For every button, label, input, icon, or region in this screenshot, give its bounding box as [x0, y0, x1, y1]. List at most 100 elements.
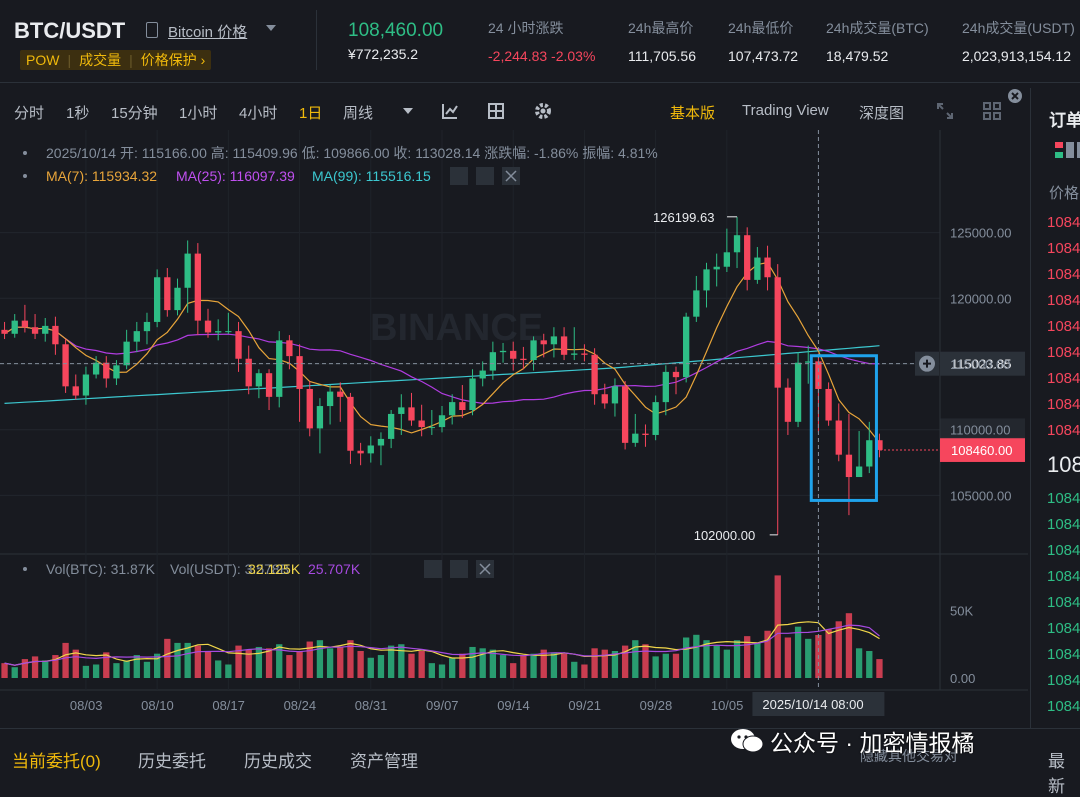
tab-open-orders[interactable]: 当前委托(0) [12, 752, 101, 771]
ma25-legend: MA(25): 116097.39 [176, 168, 295, 184]
tab-order-history[interactable]: 历史委托 [138, 752, 206, 771]
interval-1h[interactable]: 1小时 [179, 105, 218, 122]
volume-bar [164, 638, 171, 678]
ask-price[interactable]: 108472 [1047, 266, 1080, 283]
candle-body [774, 277, 781, 388]
chevron-down-icon[interactable] [266, 25, 276, 31]
watermark-text: 公众号 · 加密情报橘 [770, 730, 975, 756]
tag-price-protection[interactable]: 价格保护 › [140, 52, 206, 68]
settings-icon[interactable] [450, 560, 468, 578]
bid-price[interactable]: 108453 [1047, 594, 1080, 611]
candle-body [530, 340, 537, 361]
candle-body [845, 454, 853, 478]
bid-price[interactable]: 108452 [1047, 620, 1080, 637]
candle-body [174, 287, 181, 311]
candle-body [123, 341, 130, 366]
hide-other-pairs-checkbox[interactable]: 隐藏其他交易对 [860, 748, 958, 764]
volume-bar [459, 653, 466, 678]
interval-tick[interactable]: 分时 [14, 105, 45, 122]
interval-1d[interactable]: 1日 [299, 105, 323, 122]
ask-price[interactable]: 108476 [1047, 214, 1080, 231]
close-icon[interactable] [1007, 88, 1023, 104]
mid-price: 108460 [1047, 452, 1080, 477]
order-book-title[interactable]: 订单簿 [1049, 111, 1080, 130]
candle-body [438, 415, 446, 428]
candle-body [11, 320, 18, 334]
vol-ma-legend: 32.125K [248, 561, 301, 577]
tab-assets[interactable]: 资产管理 [350, 752, 418, 771]
bid-price[interactable]: 108450 [1047, 646, 1080, 663]
volume-tick-label: 50K [950, 604, 973, 619]
stat-label: 24h最低价 [728, 20, 794, 36]
view-tradingview[interactable]: Trading View [742, 102, 829, 119]
bid-price[interactable]: 108458 [1047, 516, 1080, 533]
pair-title[interactable]: BTC/USDT [14, 18, 126, 43]
date-tick-label: 09/21 [568, 698, 601, 713]
info-icon[interactable] [146, 22, 158, 38]
pair-info-link[interactable]: Bitcoin 价格 [168, 24, 248, 41]
volume-bar [225, 664, 232, 678]
bid-price[interactable]: 108447 [1047, 698, 1080, 715]
candle-body [489, 352, 497, 371]
ask-price[interactable]: 108464 [1047, 370, 1080, 387]
volume-bar [306, 641, 313, 678]
bid-price[interactable]: 108455 [1047, 568, 1080, 585]
settings-icon[interactable] [476, 167, 494, 185]
volume-bar [62, 642, 69, 678]
chart-grid [0, 130, 1028, 691]
volume-bar [357, 651, 364, 678]
volume-bar [805, 638, 812, 678]
bid-price[interactable]: 108456 [1047, 542, 1080, 559]
volume-bar [540, 649, 547, 678]
volume-bar [825, 629, 832, 678]
volume-bar [794, 626, 802, 678]
order-book-mode-icon[interactable] [1055, 142, 1080, 164]
candlestick-chart[interactable]: BINANCE 115023.85 108460.00 126199.63 10200… [0, 130, 1028, 720]
tab-latest[interactable]: 最新 [1048, 752, 1065, 796]
fullscreen-icon[interactable] [935, 101, 955, 121]
candle-body [82, 374, 90, 396]
ask-price[interactable]: 108461 [1047, 422, 1080, 439]
settings-icon[interactable] [532, 100, 554, 122]
ma99-legend: MA(99): 115516.15 [312, 168, 431, 184]
crosshair-price-box [940, 351, 1025, 376]
interval-4h[interactable]: 4小时 [239, 105, 278, 122]
bid-price[interactable]: 108449 [1047, 672, 1080, 689]
date-tick-label: 10/05 [711, 698, 744, 713]
eye-icon[interactable] [450, 167, 468, 185]
ask-price[interactable]: 108468 [1047, 318, 1080, 335]
ask-price[interactable]: 108462 [1047, 396, 1080, 413]
ask-price[interactable]: 108466 [1047, 344, 1080, 361]
bid-price[interactable]: 108459 [1047, 490, 1080, 507]
stat-label: 24 小时涨跌 [488, 20, 564, 36]
candle-body [357, 450, 364, 454]
tag-pow[interactable]: POW [26, 52, 60, 68]
chevron-down-icon[interactable] [403, 108, 413, 114]
volume-bar [672, 653, 680, 678]
axis-hover-band [940, 418, 1025, 439]
candle-body [42, 325, 49, 334]
volume-bar [591, 648, 598, 678]
grid-layout-icon[interactable] [982, 101, 1002, 121]
candle-body [764, 257, 771, 278]
view-basic[interactable]: 基本版 [670, 105, 716, 122]
interval-1w[interactable]: 周线 [343, 105, 374, 122]
tag-volume[interactable]: 成交量 [79, 52, 122, 68]
candle-body [92, 362, 100, 375]
indicator-icon[interactable] [440, 101, 460, 121]
eye-icon[interactable] [424, 560, 442, 578]
candle-body [621, 386, 629, 443]
view-depth[interactable]: 深度图 [859, 105, 905, 122]
date-tick-label: 08/17 [212, 698, 245, 713]
layout-icon[interactable] [486, 101, 506, 121]
volume-bar [855, 648, 863, 678]
interval-1s[interactable]: 1秒 [66, 105, 90, 122]
ask-price[interactable]: 108474 [1047, 240, 1080, 257]
wechat-watermark: 公众号 · 加密情报橘 [730, 724, 974, 758]
candle-body [733, 235, 741, 253]
volume-bar [611, 651, 619, 678]
tab-trade-history[interactable]: 历史成交 [244, 752, 312, 771]
interval-15m[interactable]: 15分钟 [111, 105, 158, 122]
ask-price[interactable]: 108470 [1047, 292, 1080, 309]
price-column-header: 价格 [1049, 185, 1080, 202]
